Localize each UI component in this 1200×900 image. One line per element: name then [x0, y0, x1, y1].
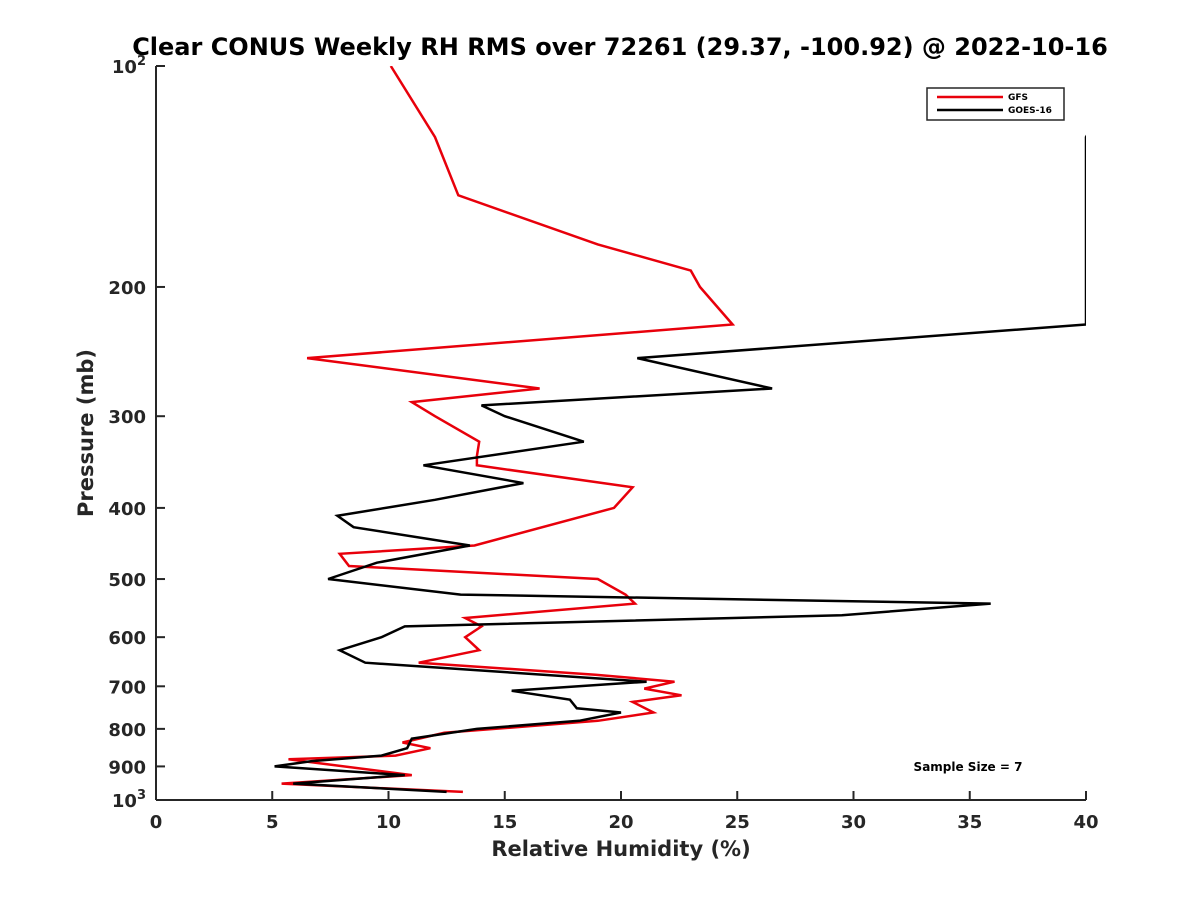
y-tick-label: 800 [108, 720, 146, 741]
y-tick-label: 400 [108, 499, 146, 520]
x-tick-label: 35 [957, 812, 982, 833]
x-tick-label: 25 [725, 812, 750, 833]
y-tick-label: 500 [108, 570, 146, 591]
x-tick-label: 15 [492, 812, 517, 833]
y-tick-label: 200 [108, 278, 146, 299]
x-tick-label: 30 [841, 812, 866, 833]
y-tick-label: 102 [112, 54, 146, 78]
series-layer [274, 66, 1086, 794]
y-axis-label: Pressure (mb) [74, 349, 98, 517]
x-ticks: 0 5 10 15 20 25 30 35 40 [150, 791, 1099, 833]
legend-box [926, 87, 1065, 121]
x-tick-label: 40 [1073, 812, 1098, 833]
y-tick-label: 103 [112, 788, 146, 812]
x-tick-label: 20 [608, 812, 633, 833]
x-tick-label: 5 [266, 812, 279, 833]
y-tick-label: 600 [108, 628, 146, 649]
x-axis-label: Relative Humidity (%) [491, 837, 750, 861]
y-ticks: 102 200 300 400 500 600 700 800 900 103 [108, 54, 165, 812]
chart-title: Clear CONUS Weekly RH RMS over 72261 (29… [132, 33, 1108, 61]
y-tick-label: 900 [108, 757, 146, 778]
y-tick-label: 700 [108, 677, 146, 698]
x-tick-label: 0 [150, 812, 163, 833]
legend-label-goes-16: GOES-16 [1008, 106, 1052, 116]
sample-size-annotation: Sample Size = 7 [914, 760, 1023, 774]
x-tick-label: 10 [376, 812, 401, 833]
series-line-goes-16 [274, 134, 1086, 794]
legend: GFS GOES-16 [926, 87, 1065, 121]
y-tick-label: 300 [108, 407, 146, 428]
legend-label-gfs: GFS [1008, 93, 1028, 103]
